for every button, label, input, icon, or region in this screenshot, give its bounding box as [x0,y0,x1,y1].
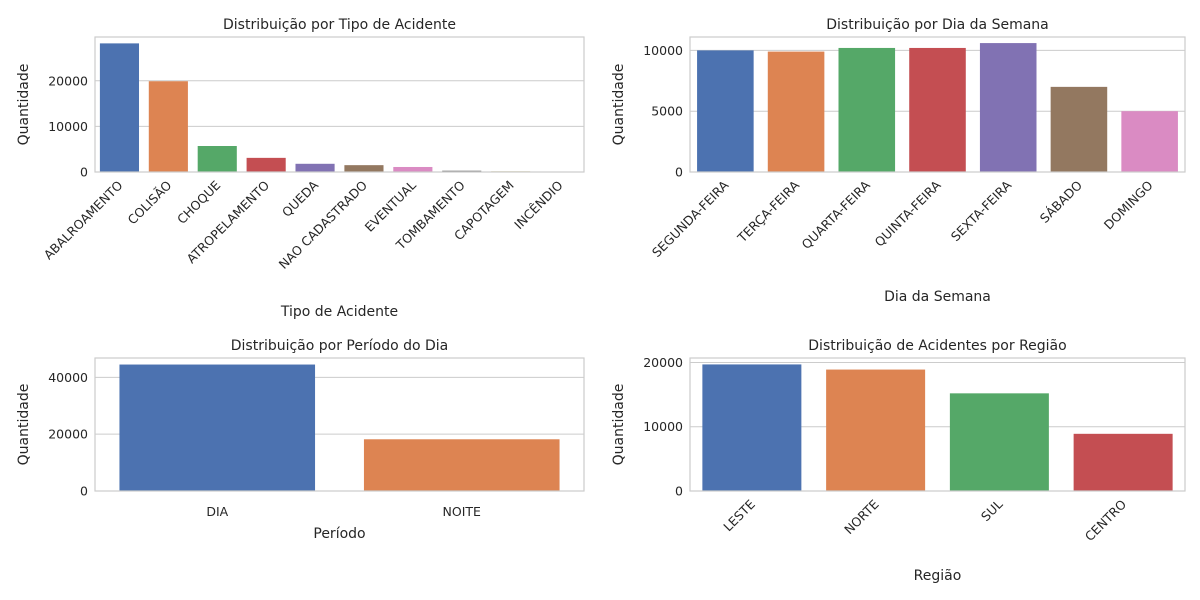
bar-s-bado [1050,86,1108,172]
plot-frame [94,36,585,173]
x-axis-label: Tipo de Acidente [280,304,398,320]
bar-centro [1073,433,1173,491]
y-tick-label: 0 [80,484,88,499]
bar-domingo [1121,111,1178,172]
x-tick-label: ATROPELAMENTO [184,177,273,266]
bar-eventual [393,166,433,172]
y-axis-label: Quantidade [16,64,32,146]
chart-panel-0: 0 10000 20000 ABALROAMENTO COLISÃO CHOQUEATRO… [16,17,585,320]
y-tick-label: 10000 [643,43,683,58]
y-tick-label: 0 [675,165,683,180]
y-axis-label: Quantidade [611,384,627,466]
x-tick-label: QUEDA [279,177,322,220]
x-tick-label: QUARTA-FEIRA [798,177,873,252]
chart-panel-1: 0 5000 10000 SEGUNDA-FEIRA TERÇA-FEIRAQUARTA… [611,17,1186,305]
bar-choque [197,146,237,172]
x-tick-label: QUINTA-FEIRA [872,177,944,249]
y-axis-label: Quantidade [16,384,32,466]
bar-sexta-feira [979,43,1037,172]
y-tick-label: 0 [80,165,88,180]
bar-leste [702,364,802,491]
x-axis-label: Dia da Semana [884,289,991,305]
bar-quarta-feira [838,47,896,172]
chart-title: Distribuição por Tipo de Acidente [223,17,456,33]
y-axis-label: Quantidade [611,64,627,146]
x-tick-label: CENTRO [1082,496,1130,544]
y-tick-label: 10000 [48,119,88,134]
x-axis-label: Região [914,568,962,584]
x-tick-label: SÁBADO [1037,177,1085,225]
chart-panel-2: 0 20000 40000 DIA NOITE Distribuição por Perí… [16,338,585,542]
x-tick-label: CHOQUE [174,177,223,226]
x-tick-label: NAO CADASTRADO [276,177,371,272]
bar-norte [826,369,926,491]
bar-abalroamento [99,43,140,173]
x-tick-label: COLISÃO [125,177,175,227]
x-axis-label: Período [313,526,365,542]
chart-title: Distribuição por Dia da Semana [826,17,1048,33]
bar-segunda-feira [697,50,754,172]
y-tick-label: 40000 [48,370,88,385]
x-tick-label: SEXTA-FEIRA [948,177,1015,244]
bar-sul [949,393,1049,491]
bar-ter-a-feira [767,51,825,173]
y-tick-label: 20000 [48,73,88,88]
bar-quinta-feira [909,47,966,172]
bar-tombamento [442,170,482,172]
chart-title: Distribuição de Acidentes por Região [808,338,1066,354]
bar-nao-cadastrado [344,165,384,172]
bar-colis-o [148,81,188,172]
chart-panel-3: 0 10000 20000 LESTE NORTE SUL CENTRO Distribuiç… [611,338,1186,584]
x-tick-label: SEGUNDA-FEIRA [649,177,732,260]
x-tick-label: DOMINGO [1101,177,1156,232]
x-tick-label: INCÊNDIO [511,177,566,232]
y-tick-label: 20000 [48,427,88,442]
x-tick-label: SUL [978,496,1006,524]
bar-noite [363,439,560,491]
x-tick-label: NOITE [443,504,482,519]
plot-frame [689,357,1186,492]
x-tick-label: LESTE [720,496,758,534]
y-tick-label: 20000 [643,355,683,370]
y-tick-label: 5000 [651,104,683,119]
bar-queda [295,163,335,172]
chart-title: Distribuição por Período do Dia [231,338,449,354]
x-tick-label: ABALROAMENTO [41,177,126,262]
plot-frame [689,36,1186,173]
bar-atropelamento [246,157,286,172]
y-tick-label: 0 [675,484,683,499]
y-tick-label: 10000 [643,419,683,434]
bar-dia [119,364,316,491]
x-tick-label: NORTE [841,496,882,537]
x-tick-label: DIA [206,504,228,519]
plot-frame [94,357,585,492]
x-tick-label: TERÇA-FEIRA [734,177,803,246]
